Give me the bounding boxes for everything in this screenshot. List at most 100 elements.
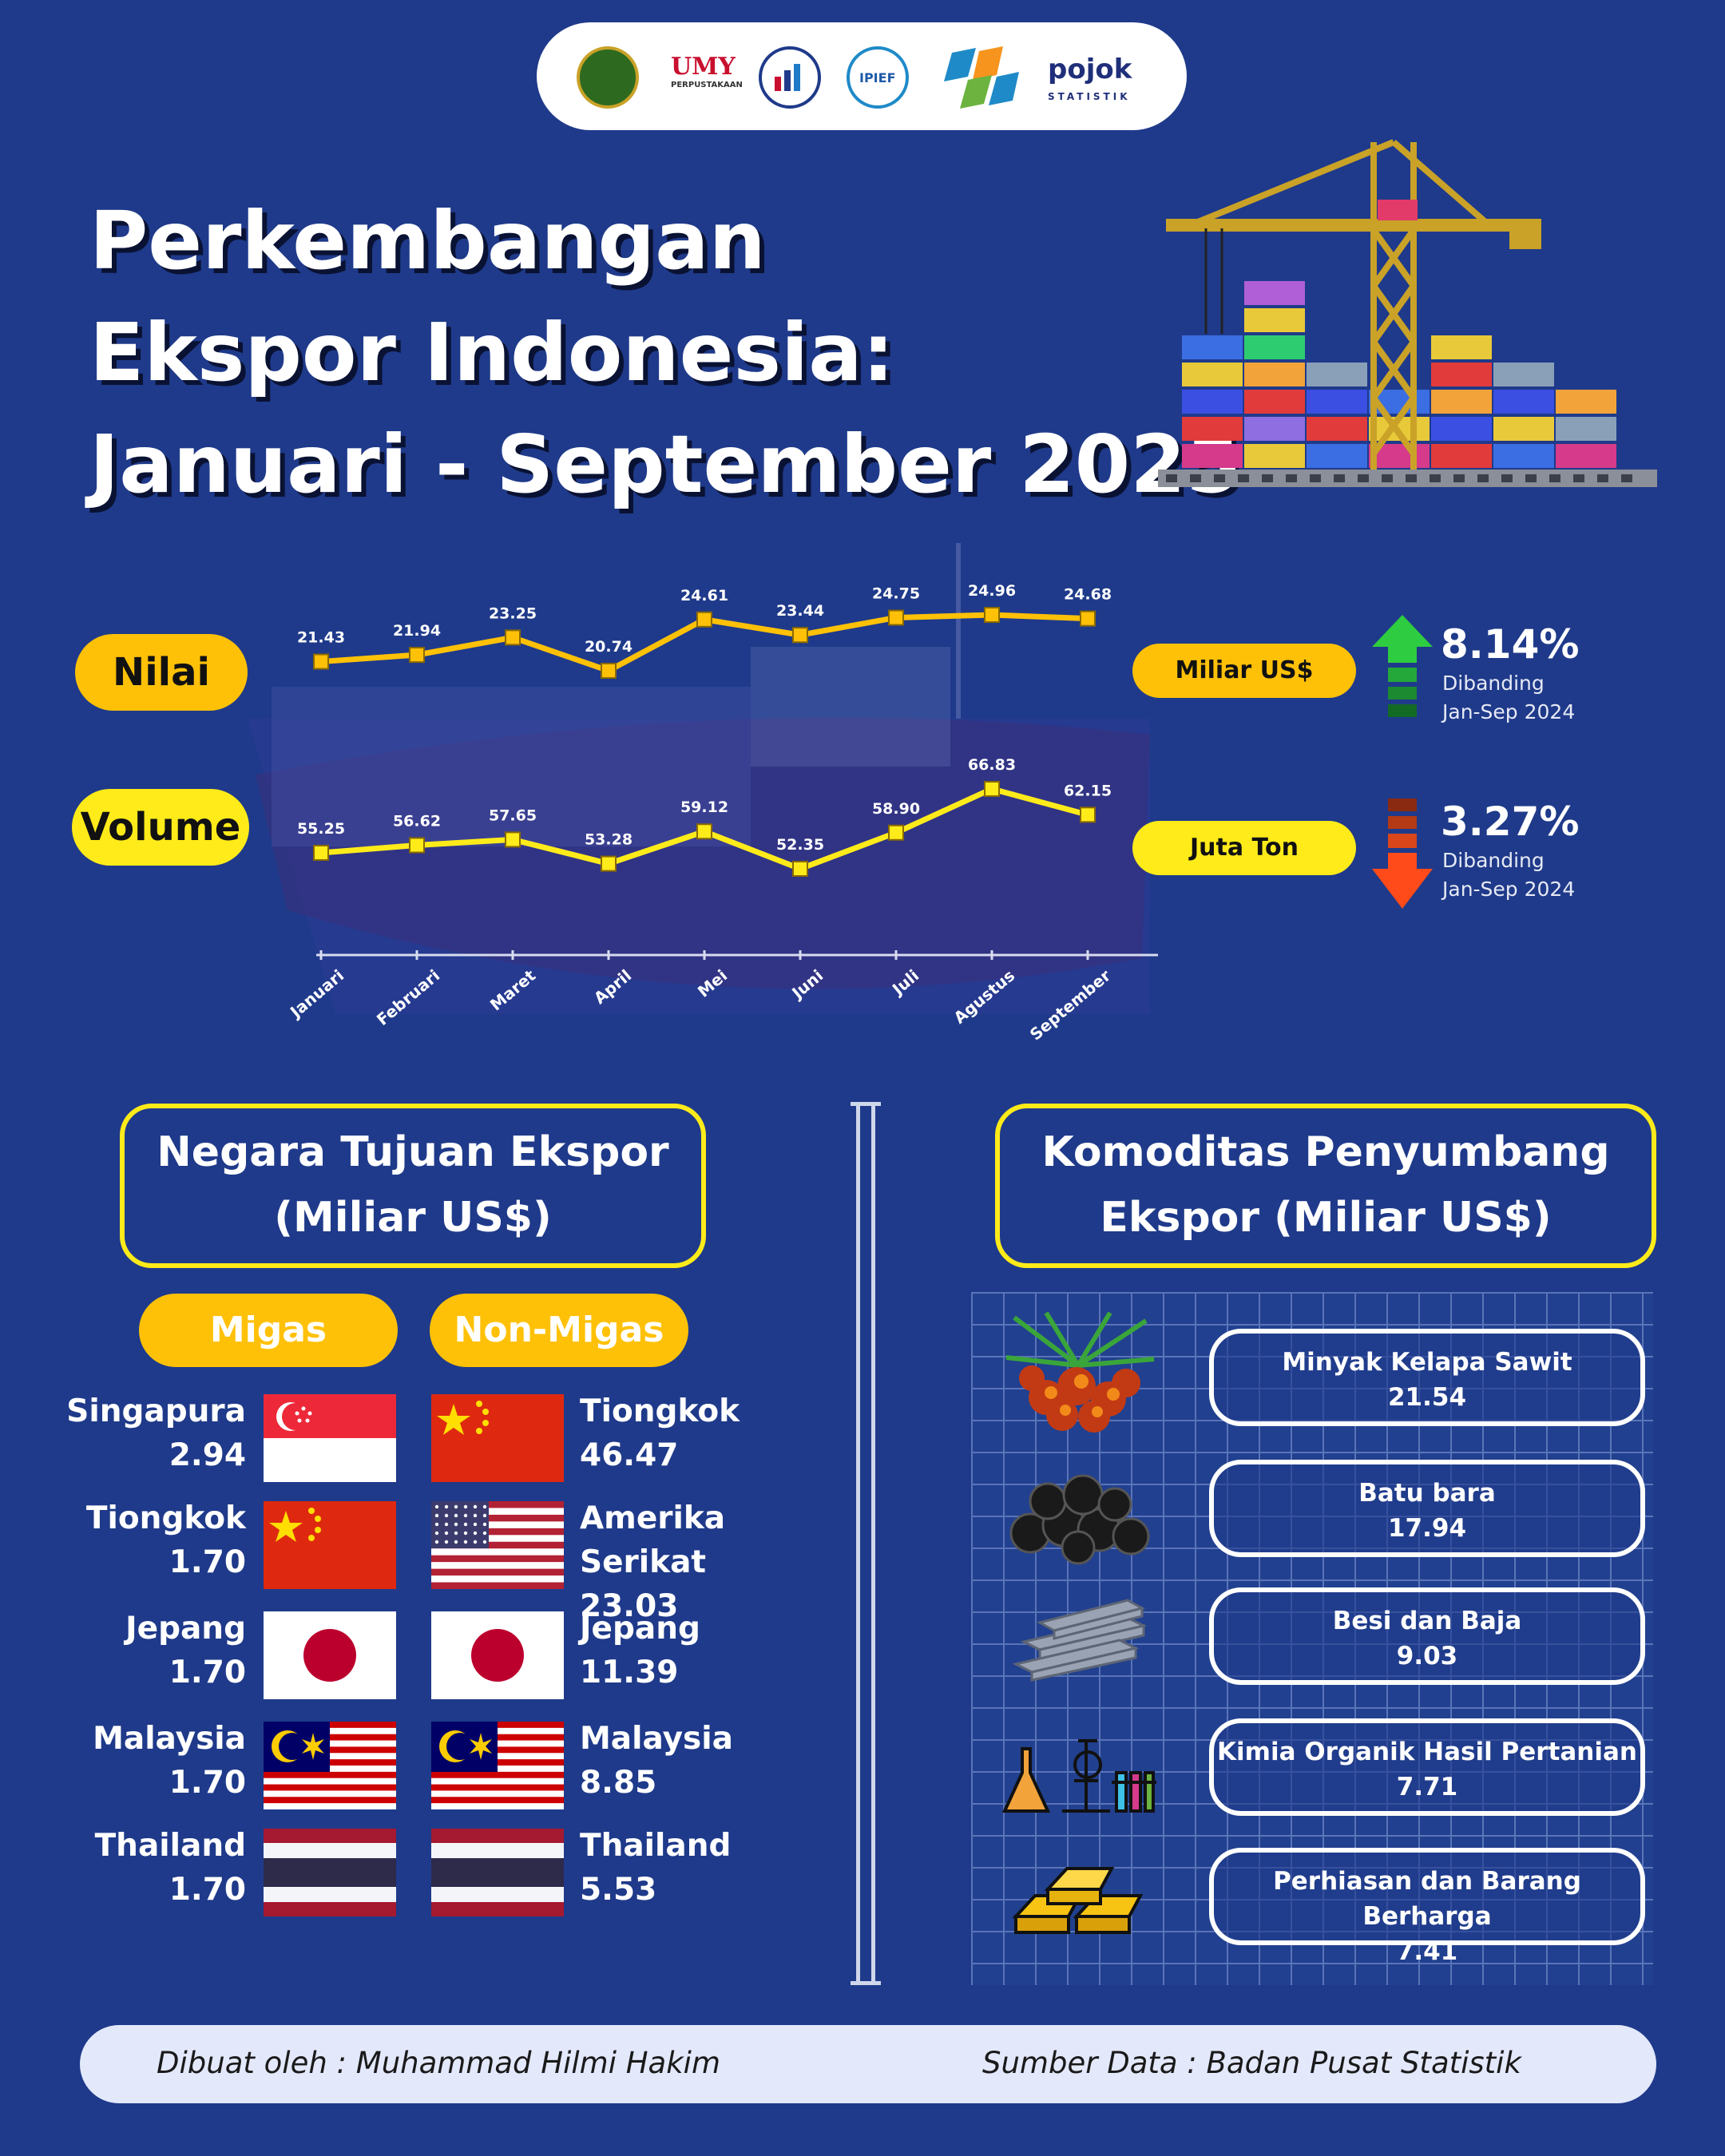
data-point [1080, 610, 1096, 627]
footer-source: Sumber Data : Badan Pusat Statistik [982, 2046, 1521, 2080]
data-label: 21.94 [393, 622, 441, 640]
footer-author: Dibuat oleh : Muhammad Hilmi Hakim [157, 2046, 720, 2080]
data-point [505, 629, 521, 646]
data-label: 56.62 [393, 813, 441, 830]
country-name: Tiongkok [580, 1393, 740, 1429]
steel-beam-icon [1012, 1599, 1148, 1682]
data-label: 23.44 [776, 602, 824, 620]
flag-singapore-icon [264, 1394, 396, 1482]
data-label: 58.90 [872, 800, 920, 818]
volume-change-percent: 3.27% [1441, 799, 1580, 845]
data-label: 23.25 [489, 604, 537, 622]
commodity-value: 7.71 [1396, 1773, 1458, 1801]
ship-background-illustration [248, 543, 1150, 1014]
x-tick-label: Mei [694, 965, 731, 1001]
bps-logo [936, 45, 1024, 113]
umy-perpustakaan-logo: UMY PERPUSTAKAAN [671, 53, 743, 89]
commodity-name: Batu bara [1358, 1479, 1496, 1508]
data-point [696, 823, 712, 840]
logo-bar: UMY PERPUSTAKAAN IPIEF pojok STATISTIK [537, 22, 1187, 130]
volume-change-caption: Dibanding Jan-Sep 2024 [1442, 849, 1576, 901]
data-point [984, 781, 1000, 797]
country-entry: Malaysia 1.70 [48, 1717, 246, 1805]
data-label: 21.43 [297, 629, 345, 647]
commodity-value: 7.41 [1396, 1937, 1458, 1966]
coal-icon [1009, 1474, 1150, 1565]
data-label: 24.96 [968, 582, 1016, 600]
data-point [888, 824, 904, 841]
pojok-statistik-logo: pojok STATISTIK [1048, 54, 1132, 102]
nilai-change-percent: 8.14% [1441, 621, 1580, 668]
flag-china-icon [264, 1501, 396, 1589]
volume-label: Volume [72, 789, 249, 866]
destinations-title: Negara Tujuan Ekspor (Miliar US$) [120, 1104, 706, 1268]
x-tick-label: Agustus [950, 965, 1019, 1027]
series-volume: 55.25 56.62 57.65 53.28 59.12 52.35 58.90 66.83… [297, 756, 1112, 877]
country-name: Amerika Serikat [580, 1500, 726, 1580]
data-point [505, 831, 521, 848]
country-value: 1.70 [169, 1765, 246, 1801]
country-entry: Amerika Serikat 23.03 [580, 1496, 851, 1628]
ekonomi-logo [759, 46, 821, 109]
flag-malaysia-icon [264, 1722, 396, 1809]
data-label: 24.75 [872, 585, 920, 602]
commodity-card: Perhiasan dan Barang Berharga 7.41 [1209, 1848, 1645, 1966]
commodity-card: Kimia Organik Hasil Pertanian 7.71 [1209, 1718, 1645, 1816]
data-label: 62.15 [1064, 782, 1112, 799]
country-value: 1.70 [169, 1655, 246, 1690]
x-tick-label: September [1026, 965, 1115, 1044]
flag-thailand-icon [264, 1829, 396, 1916]
commodity-name: Minyak Kelapa Sawit [1282, 1348, 1572, 1377]
country-value: 46.47 [580, 1437, 679, 1473]
data-label: 59.12 [680, 799, 728, 816]
tab-migas[interactable]: Migas [139, 1294, 398, 1367]
commodity-name: Perhiasan dan Barang Berharga [1273, 1867, 1581, 1931]
x-axis-ticks: Januari Februari Maret April Mei Juni Juli Agus… [285, 950, 1114, 1044]
data-point [1080, 807, 1096, 823]
x-tick-label: Februari [373, 965, 443, 1028]
data-label: 52.35 [776, 836, 824, 854]
port-crane-illustration [1158, 139, 1657, 487]
data-point [792, 627, 808, 644]
data-label: 55.25 [297, 820, 345, 838]
country-entry: Tiongkok 1.70 [48, 1496, 246, 1584]
commodity-value: 17.94 [1387, 1514, 1467, 1543]
country-value: 11.39 [580, 1655, 679, 1690]
x-tick-label: Maret [486, 965, 540, 1014]
x-tick-label: Juli [887, 965, 922, 999]
flag-malaysia-icon [431, 1722, 564, 1809]
data-label: 24.68 [1064, 586, 1112, 604]
country-name: Thailand [94, 1828, 246, 1864]
commodity-name: Kimia Organik Hasil Pertanian [1217, 1738, 1637, 1766]
country-name: Singapura [66, 1393, 246, 1429]
tab-non-migas[interactable]: Non-Migas [430, 1294, 688, 1367]
umy-seal-logo [577, 46, 639, 109]
series-nilai: 21.43 21.94 23.25 20.74 24.61 23.44 24.75 24.96… [297, 582, 1112, 679]
nilai-change-caption: Dibanding Jan-Sep 2024 [1442, 672, 1576, 723]
data-point [888, 609, 904, 626]
country-name: Jepang [580, 1611, 700, 1647]
country-entry: Thailand 5.53 [580, 1824, 851, 1912]
x-tick-label: Juni [787, 965, 827, 1003]
country-name: Malaysia [93, 1721, 246, 1757]
gold-bar-icon [1012, 1867, 1144, 1934]
flag-usa-icon [431, 1501, 564, 1589]
commodity-value: 9.03 [1396, 1642, 1458, 1671]
data-point [792, 861, 808, 877]
data-point [601, 663, 617, 679]
commodity-card: Batu bara 17.94 [1209, 1460, 1645, 1557]
nilai-label: Nilai [75, 634, 248, 711]
title-line-3: Januari - September 2025 [89, 418, 1242, 511]
data-label: 66.83 [968, 756, 1016, 774]
country-value: 5.53 [580, 1872, 657, 1908]
country-name: Jepang [125, 1611, 246, 1647]
data-point [696, 611, 712, 628]
data-point [984, 607, 1000, 623]
nilai-unit-badge: Miliar US$ [1132, 644, 1356, 698]
ipief-logo: IPIEF [847, 46, 909, 109]
section-divider [851, 1102, 881, 1985]
country-name: Malaysia [580, 1721, 733, 1757]
data-point [313, 844, 329, 861]
country-value: 2.94 [169, 1437, 246, 1473]
data-point [313, 653, 329, 670]
